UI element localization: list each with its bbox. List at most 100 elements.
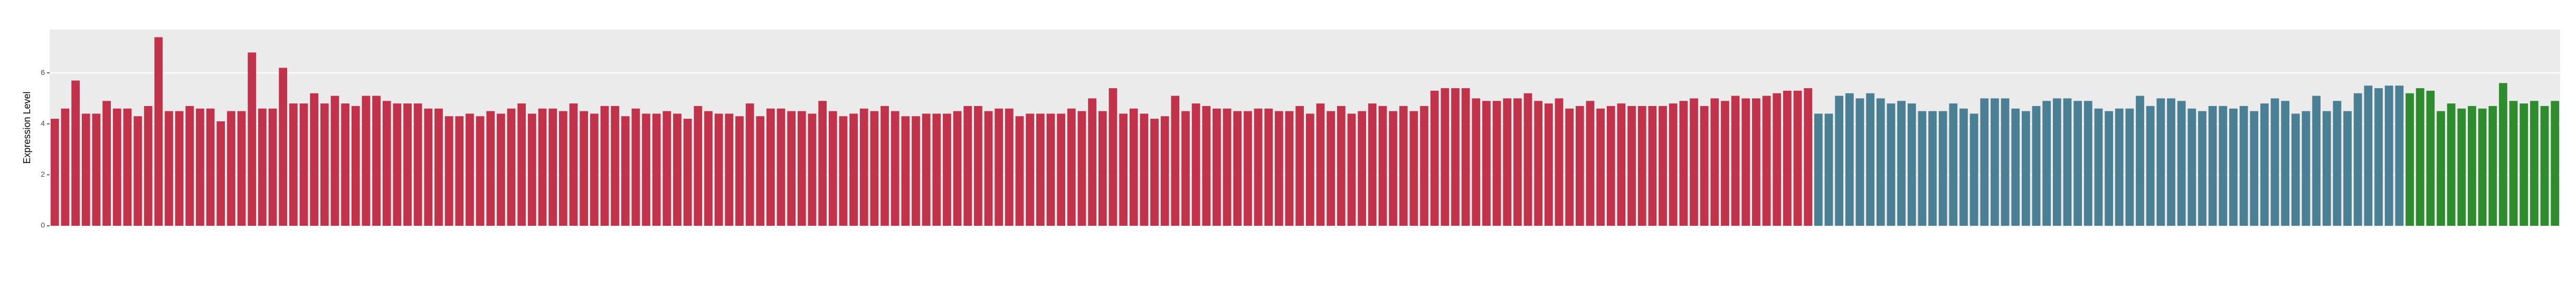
bar xyxy=(1824,113,1833,226)
bar xyxy=(517,103,526,226)
bar xyxy=(1088,98,1096,226)
bar xyxy=(50,119,59,226)
bar xyxy=(2478,108,2487,226)
bar xyxy=(1690,98,1698,226)
bar xyxy=(1627,106,1636,226)
bar xyxy=(372,95,381,226)
bar xyxy=(2509,101,2518,226)
bar xyxy=(1793,90,1802,226)
bar xyxy=(694,106,703,226)
bar xyxy=(299,103,308,226)
bar xyxy=(642,113,650,226)
bar xyxy=(1244,111,1252,226)
bar xyxy=(2270,98,2279,226)
bar xyxy=(1015,116,1024,226)
bar xyxy=(2364,85,2373,226)
bar xyxy=(1741,98,1750,226)
bar xyxy=(2136,95,2144,226)
bar xyxy=(1202,106,1211,226)
bar xyxy=(839,116,848,226)
bar xyxy=(2384,85,2393,226)
bar xyxy=(2011,108,2020,226)
bar xyxy=(1347,113,1356,226)
bar xyxy=(362,95,371,226)
bar xyxy=(1285,111,1294,226)
bar xyxy=(175,111,184,226)
bar xyxy=(185,106,194,226)
bar xyxy=(424,108,433,226)
bar xyxy=(963,106,972,226)
bar xyxy=(2105,111,2113,226)
bar xyxy=(1606,106,1615,226)
bar xyxy=(434,108,443,226)
bar xyxy=(1991,98,1999,226)
bar xyxy=(2416,88,2425,226)
bar xyxy=(932,113,941,226)
bar xyxy=(81,113,90,226)
bar xyxy=(1845,93,1854,226)
bar xyxy=(1669,103,1678,226)
bar xyxy=(1327,111,1335,226)
bar xyxy=(1773,93,1782,226)
bar xyxy=(330,95,339,226)
bar xyxy=(2239,106,2248,226)
bar xyxy=(1949,103,1958,226)
bar xyxy=(1980,98,1989,226)
bar xyxy=(1461,88,1470,226)
bar xyxy=(2052,98,2061,226)
bar xyxy=(2125,108,2134,226)
bar xyxy=(61,108,70,226)
bar xyxy=(2437,111,2445,226)
bar xyxy=(2353,93,2362,226)
bar xyxy=(527,113,536,226)
bar xyxy=(1109,88,1117,226)
bar xyxy=(1358,111,1366,226)
bar xyxy=(2094,108,2103,226)
bar xyxy=(351,106,360,226)
bar xyxy=(1264,108,1273,226)
bar xyxy=(662,111,671,226)
bar xyxy=(621,116,630,226)
bar xyxy=(1959,108,1968,226)
bar xyxy=(797,111,806,226)
bar xyxy=(1223,108,1232,226)
bar xyxy=(1150,119,1159,226)
bar xyxy=(818,101,827,226)
bar xyxy=(1721,101,1729,226)
bar xyxy=(1866,93,1874,226)
bar xyxy=(538,108,547,226)
bar xyxy=(600,106,609,226)
y-axis-label: Expression Level xyxy=(22,91,32,164)
bar xyxy=(71,80,80,226)
bar xyxy=(455,116,464,226)
bar xyxy=(870,111,879,226)
bar xyxy=(1472,98,1481,226)
bar xyxy=(1409,111,1418,226)
bar xyxy=(2146,106,2155,226)
bar xyxy=(1752,98,1760,226)
bar xyxy=(258,108,267,226)
bar xyxy=(953,111,962,226)
bar xyxy=(279,68,288,226)
bar xyxy=(2468,106,2476,226)
bar xyxy=(1938,111,1947,226)
bar xyxy=(1637,106,1646,226)
bar xyxy=(2302,111,2310,226)
bar xyxy=(1378,106,1387,226)
bar xyxy=(413,103,422,226)
bar xyxy=(2447,103,2456,226)
bar xyxy=(1098,111,1107,226)
bar xyxy=(486,111,495,226)
bar xyxy=(1254,108,1263,226)
bar xyxy=(102,101,111,226)
bar xyxy=(683,119,692,226)
bar xyxy=(2260,103,2269,226)
bar xyxy=(216,121,225,226)
bar xyxy=(1119,113,1128,226)
bar xyxy=(2551,101,2560,226)
y-tick-label: 0 xyxy=(41,221,45,230)
bar xyxy=(725,113,734,226)
bar xyxy=(341,103,349,226)
bar xyxy=(2001,98,2010,226)
